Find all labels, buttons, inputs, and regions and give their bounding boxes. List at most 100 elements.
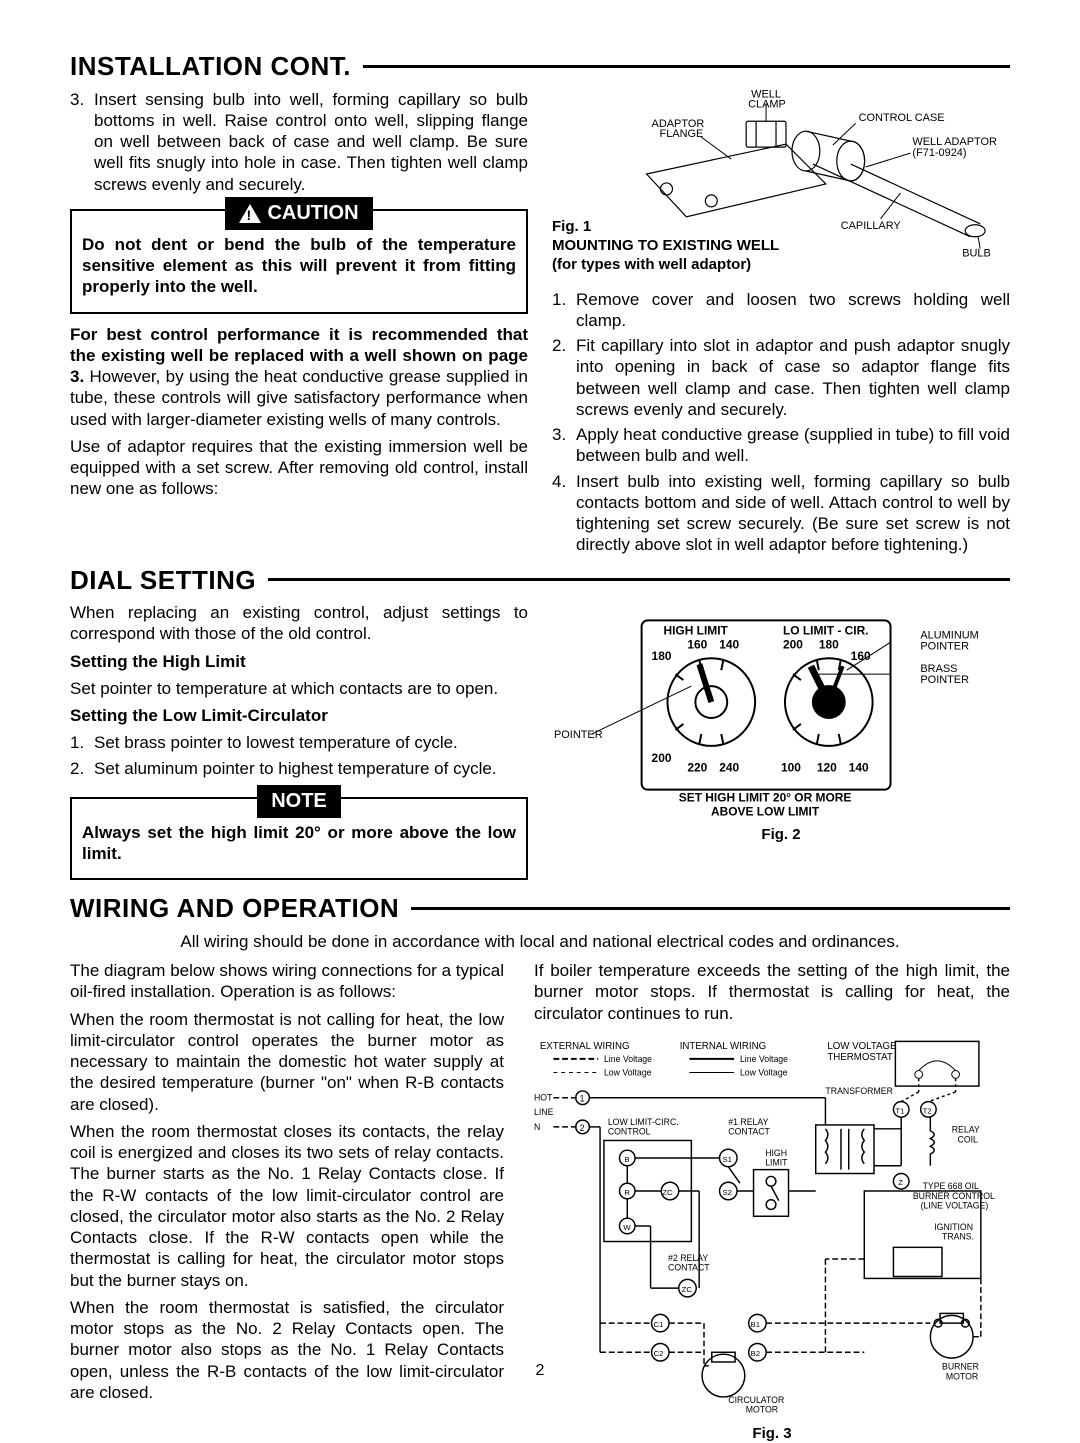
svg-text:200: 200 bbox=[652, 751, 672, 765]
wiring-left-col: The diagram below shows wiring connectio… bbox=[70, 960, 510, 1430]
heading-wiring: WIRING AND OPERATION bbox=[70, 892, 399, 925]
svg-text:THERMOSTAT: THERMOSTAT bbox=[827, 1052, 892, 1063]
svg-text:POINTER: POINTER bbox=[920, 640, 969, 652]
svg-text:SET HIGH LIMIT 20° OR MORE: SET HIGH LIMIT 20° OR MORE bbox=[679, 791, 852, 805]
hi-limit-head: Setting the High Limit bbox=[70, 651, 528, 672]
fig1-label: Fig. 1 bbox=[552, 218, 779, 237]
figure-2: HIGH LIMIT LO LIMIT - CIR. 180 160 140 2… bbox=[552, 602, 1010, 842]
fig1-mount2: (for types with well adaptor) bbox=[552, 256, 779, 275]
hi-limit-text: Set pointer to temperature at which cont… bbox=[70, 678, 528, 699]
mount-step-2: 2.Fit capillary into slot in adaptor and… bbox=[552, 335, 1010, 420]
mount-step-4: 4.Insert bulb into existing well, formin… bbox=[552, 471, 1010, 556]
svg-text:LOW VOLTAGE: LOW VOLTAGE bbox=[827, 1041, 897, 1052]
best-performance-para: For best control performance it is recom… bbox=[70, 324, 528, 430]
svg-text:160: 160 bbox=[687, 637, 707, 651]
installation-columns: 3. Insert sensing bulb into well, formin… bbox=[70, 89, 1010, 560]
installation-left-col: 3. Insert sensing bulb into well, formin… bbox=[70, 89, 528, 560]
svg-text:CONTROL: CONTROL bbox=[608, 1126, 651, 1136]
svg-text:120: 120 bbox=[817, 761, 837, 775]
svg-text:1: 1 bbox=[580, 1093, 585, 1103]
note-text: Always set the high limit 20° or more ab… bbox=[82, 822, 516, 865]
svg-text:TRANS.: TRANS. bbox=[942, 1231, 974, 1241]
note-box: NOTE Always set the high limit 20° or mo… bbox=[70, 797, 528, 881]
svg-text:T1: T1 bbox=[895, 1106, 904, 1115]
svg-text:B: B bbox=[624, 1155, 629, 1164]
rule bbox=[268, 578, 1010, 581]
svg-text:ZC: ZC bbox=[682, 1285, 693, 1294]
svg-text:Line Voltage: Line Voltage bbox=[604, 1054, 652, 1064]
rule bbox=[411, 907, 1010, 910]
rule bbox=[363, 65, 1010, 68]
section-header-wiring: WIRING AND OPERATION bbox=[70, 892, 1010, 925]
fig2-label: Fig. 2 bbox=[552, 826, 1010, 845]
svg-text:220: 220 bbox=[687, 761, 707, 775]
svg-text:140: 140 bbox=[849, 761, 869, 775]
svg-text:HIGH: HIGH bbox=[765, 1148, 787, 1158]
figure-2-svg: HIGH LIMIT LO LIMIT - CIR. 180 160 140 2… bbox=[552, 602, 1010, 822]
dial-left-col: When replacing an existing control, adju… bbox=[70, 602, 528, 890]
caution-label: CAUTION bbox=[267, 201, 358, 226]
callout-capillary: CAPILLARY bbox=[841, 219, 902, 231]
dial-intro: When replacing an existing control, adju… bbox=[70, 602, 528, 645]
adaptor-use-para: Use of adaptor requires that the existin… bbox=[70, 436, 528, 500]
svg-text:HOT: HOT bbox=[534, 1092, 553, 1102]
wiring-p3: When the room thermostat closes its cont… bbox=[70, 1121, 504, 1291]
caution-text: Do not dent or bend the bulb of the temp… bbox=[82, 234, 516, 298]
svg-text:Line Voltage: Line Voltage bbox=[740, 1054, 788, 1064]
svg-text:POINTER: POINTER bbox=[554, 729, 603, 741]
heading-dial: DIAL SETTING bbox=[70, 564, 256, 597]
dial-right-col: HIGH LIMIT LO LIMIT - CIR. 180 160 140 2… bbox=[552, 602, 1010, 890]
section-header-dial: DIAL SETTING bbox=[70, 564, 1010, 597]
svg-text:C1: C1 bbox=[653, 1320, 663, 1329]
dial-columns: When replacing an existing control, adju… bbox=[70, 602, 1010, 890]
step-number: 3. bbox=[70, 89, 88, 195]
svg-text:B2: B2 bbox=[751, 1349, 761, 1358]
svg-text:Z: Z bbox=[898, 1178, 903, 1187]
svg-text:HIGH LIMIT: HIGH LIMIT bbox=[664, 623, 729, 637]
wiring-p2: When the room thermostat is not calling … bbox=[70, 1009, 504, 1115]
fig3-label: Fig. 3 bbox=[534, 1425, 1010, 1443]
callout-well-adaptor-2: (F71-0924) bbox=[912, 147, 966, 159]
svg-text:RELAY: RELAY bbox=[952, 1124, 980, 1134]
svg-text:CONTACT: CONTACT bbox=[668, 1262, 710, 1272]
svg-text:CONTACT: CONTACT bbox=[728, 1126, 770, 1136]
wiring-p1: The diagram below shows wiring connectio… bbox=[70, 960, 504, 1003]
svg-text:B1: B1 bbox=[751, 1320, 761, 1329]
wiring-intro: All wiring should be done in accordance … bbox=[70, 931, 1010, 952]
svg-text:MOTOR: MOTOR bbox=[746, 1404, 778, 1414]
svg-text:140: 140 bbox=[719, 637, 739, 651]
svg-text:T2: T2 bbox=[923, 1106, 932, 1115]
callout-well-clamp-2: CLAMP bbox=[748, 98, 786, 110]
svg-text:LINE: LINE bbox=[534, 1107, 554, 1117]
svg-text:2: 2 bbox=[580, 1123, 585, 1133]
svg-text:LOW LIMIT-CIRC.: LOW LIMIT-CIRC. bbox=[608, 1117, 679, 1127]
svg-text:EXTERNAL WIRING: EXTERNAL WIRING bbox=[540, 1041, 630, 1052]
callout-control-case: CONTROL CASE bbox=[859, 112, 945, 124]
wiring-p4: When the room thermostat is satisfied, t… bbox=[70, 1297, 504, 1403]
svg-text:#2 RELAY: #2 RELAY bbox=[668, 1253, 708, 1263]
svg-text:BURNER CONTROL: BURNER CONTROL bbox=[913, 1191, 995, 1201]
lo-step-2: 2.Set aluminum pointer to highest temper… bbox=[70, 758, 528, 779]
warning-icon bbox=[239, 204, 261, 223]
svg-text:180: 180 bbox=[652, 649, 672, 663]
step-text: Insert sensing bulb into well, forming c… bbox=[94, 89, 528, 195]
svg-text:TRANSFORMER: TRANSFORMER bbox=[825, 1086, 892, 1096]
svg-text:#1 RELAY: #1 RELAY bbox=[728, 1117, 768, 1127]
callout-adaptor-flange-2: FLANGE bbox=[660, 128, 704, 140]
svg-text:ABOVE LOW LIMIT: ABOVE LOW LIMIT bbox=[711, 805, 820, 819]
svg-text:C2: C2 bbox=[653, 1349, 663, 1358]
svg-text:240: 240 bbox=[719, 761, 739, 775]
heading-installation: INSTALLATION CONT. bbox=[70, 50, 351, 83]
installation-right-col: WELL CLAMP ADAPTOR FLANGE CONTROL CASE W… bbox=[552, 89, 1010, 560]
svg-text:200: 200 bbox=[783, 637, 803, 651]
page-number: 2 bbox=[0, 1361, 1080, 1381]
callout-bulb: BULB bbox=[962, 247, 991, 258]
wiring-right-col: If boiler temperature exceeds the settin… bbox=[534, 960, 1010, 1430]
svg-text:TYPE 668 OIL: TYPE 668 OIL bbox=[923, 1181, 979, 1191]
note-badge: NOTE bbox=[257, 785, 341, 818]
svg-text:CIRCULATOR: CIRCULATOR bbox=[728, 1395, 784, 1405]
mount-step-3: 3.Apply heat conductive grease (supplied… bbox=[552, 424, 1010, 467]
wiring-p5: If boiler temperature exceeds the settin… bbox=[534, 960, 1010, 1024]
caution-box: CAUTION Do not dent or bend the bulb of … bbox=[70, 209, 528, 314]
caution-badge: CAUTION bbox=[225, 197, 372, 230]
